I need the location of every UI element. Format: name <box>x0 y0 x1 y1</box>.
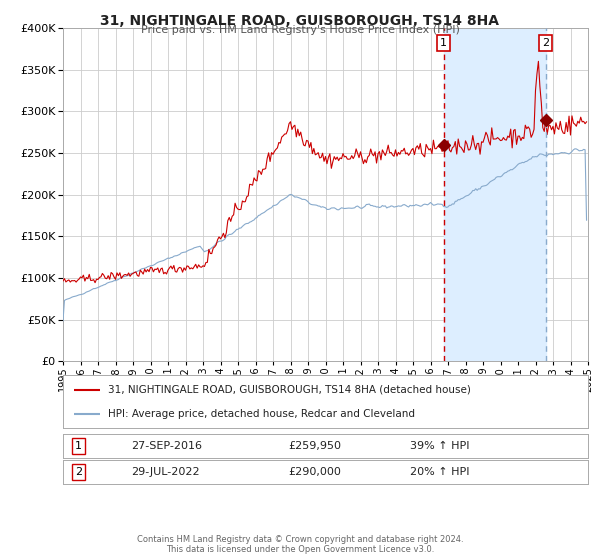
Text: This data is licensed under the Open Government Licence v3.0.: This data is licensed under the Open Gov… <box>166 545 434 554</box>
Text: 1: 1 <box>440 38 447 48</box>
Bar <box>443 28 545 361</box>
Text: 2: 2 <box>75 468 82 477</box>
Text: 31, NIGHTINGALE ROAD, GUISBOROUGH, TS14 8HA (detached house): 31, NIGHTINGALE ROAD, GUISBOROUGH, TS14 … <box>107 385 470 395</box>
Text: 29-JUL-2022: 29-JUL-2022 <box>131 468 200 477</box>
Text: £290,000: £290,000 <box>289 468 341 477</box>
Text: 27-SEP-2016: 27-SEP-2016 <box>131 441 202 451</box>
Text: 1: 1 <box>75 441 82 451</box>
Text: Contains HM Land Registry data © Crown copyright and database right 2024.: Contains HM Land Registry data © Crown c… <box>137 535 463 544</box>
Text: 2: 2 <box>542 38 549 48</box>
Text: HPI: Average price, detached house, Redcar and Cleveland: HPI: Average price, detached house, Redc… <box>107 409 415 419</box>
Text: 20% ↑ HPI: 20% ↑ HPI <box>409 468 469 477</box>
Text: Price paid vs. HM Land Registry's House Price Index (HPI): Price paid vs. HM Land Registry's House … <box>140 25 460 35</box>
Text: £259,950: £259,950 <box>289 441 342 451</box>
Text: 31, NIGHTINGALE ROAD, GUISBOROUGH, TS14 8HA: 31, NIGHTINGALE ROAD, GUISBOROUGH, TS14 … <box>101 14 499 28</box>
Text: 39% ↑ HPI: 39% ↑ HPI <box>409 441 469 451</box>
